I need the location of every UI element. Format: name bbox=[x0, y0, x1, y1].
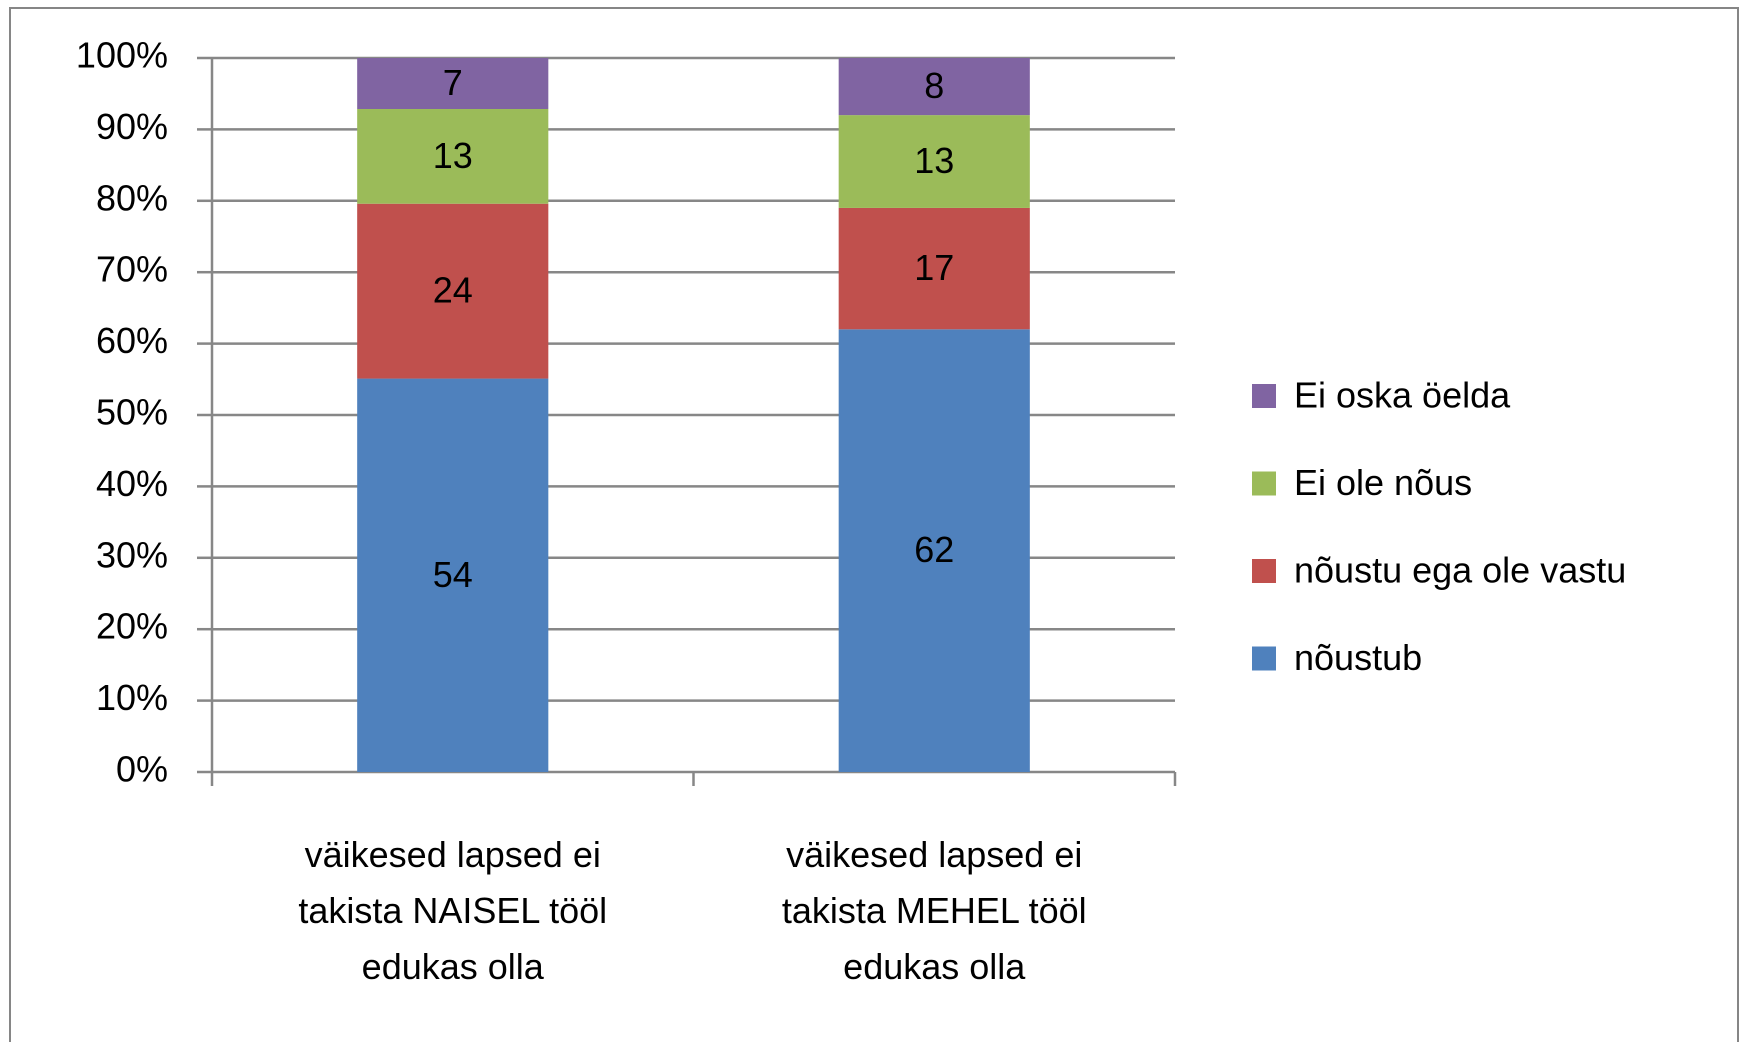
data-label: 13 bbox=[914, 140, 954, 181]
y-tick-label: 0% bbox=[116, 749, 168, 790]
y-tick-label: 20% bbox=[96, 606, 168, 647]
bar-segment bbox=[357, 203, 549, 379]
y-tick-label: 90% bbox=[96, 106, 168, 147]
y-tick-label: 50% bbox=[96, 392, 168, 433]
y-tick-label: 10% bbox=[96, 677, 168, 718]
x-tick-label: väikesed lapsed ei takista NAISEL tööl e… bbox=[298, 834, 608, 987]
data-label: 24 bbox=[433, 270, 473, 311]
y-tick-label: 70% bbox=[96, 249, 168, 290]
data-label: 13 bbox=[433, 135, 473, 176]
x-tick-label: väikesed lapsed ei takista MEHEL tööl ed… bbox=[781, 834, 1087, 987]
data-label: 7 bbox=[443, 62, 463, 103]
y-tick-label: 100% bbox=[76, 35, 168, 76]
y-tick-label: 30% bbox=[96, 534, 168, 575]
bar-segment bbox=[838, 58, 1030, 116]
legend-label: nõustu ega ole vastu bbox=[1294, 550, 1626, 591]
bar-segment bbox=[838, 115, 1030, 208]
legend-label: Ei oska öelda bbox=[1294, 375, 1511, 416]
data-label: 62 bbox=[914, 529, 954, 570]
data-label: 8 bbox=[924, 65, 944, 106]
bar-segment bbox=[357, 58, 549, 109]
y-tick-label: 60% bbox=[96, 320, 168, 361]
bar-segment bbox=[357, 109, 549, 204]
legend-label: nõustub bbox=[1294, 637, 1422, 678]
bar-segment bbox=[357, 378, 549, 772]
bar-segment bbox=[838, 329, 1030, 772]
legend-swatch bbox=[1252, 559, 1276, 583]
legend-swatch bbox=[1252, 471, 1276, 496]
legend-swatch bbox=[1252, 384, 1276, 408]
data-label: 54 bbox=[433, 554, 473, 595]
y-tick-label: 40% bbox=[96, 463, 168, 504]
y-tick-label: 80% bbox=[96, 177, 168, 218]
data-label: 17 bbox=[914, 247, 954, 288]
legend-label: Ei ole nõus bbox=[1294, 462, 1472, 503]
bar-segment bbox=[838, 207, 1030, 330]
legend-swatch bbox=[1252, 646, 1276, 671]
